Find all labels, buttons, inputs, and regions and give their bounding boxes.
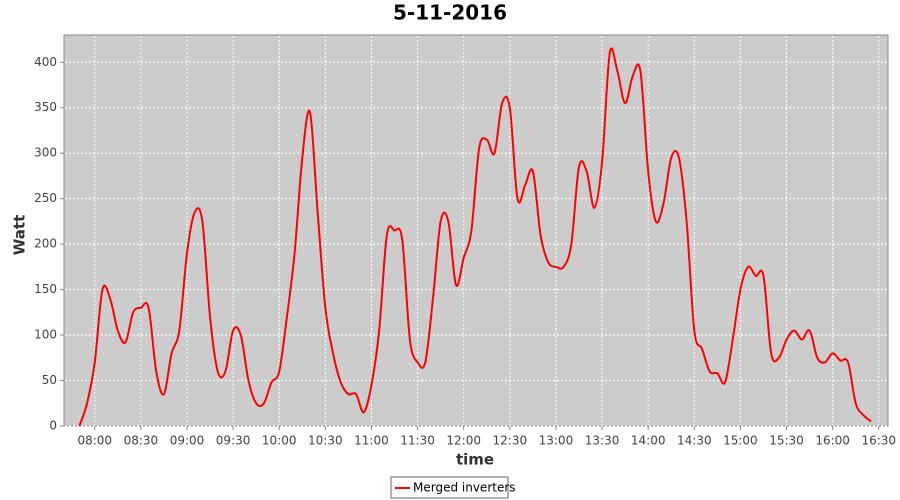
y-tick-label: 250 <box>34 191 57 205</box>
y-tick-label: 50 <box>42 373 57 387</box>
y-tick-label: 200 <box>34 237 57 251</box>
plot-area <box>63 34 889 427</box>
x-tick-label: 13:00 <box>539 434 574 448</box>
x-tick-label: 11:00 <box>354 434 389 448</box>
x-tick-label: 09:00 <box>170 434 205 448</box>
x-tick-label: 08:30 <box>124 434 159 448</box>
y-tick-label: 300 <box>34 146 57 160</box>
x-tick-label: 08:00 <box>77 434 112 448</box>
x-tick-label: 11:30 <box>400 434 435 448</box>
x-tick-label: 14:30 <box>677 434 712 448</box>
y-tick-label: 0 <box>49 419 57 433</box>
legend-label: Merged inverters <box>413 481 516 495</box>
y-tick-label: 150 <box>34 282 57 296</box>
x-tick-label: 12:00 <box>446 434 481 448</box>
x-tick-label: 16:30 <box>861 434 896 448</box>
x-axis-label: time <box>456 451 494 469</box>
x-tick-label: 10:00 <box>262 434 297 448</box>
x-tick-label: 16:00 <box>815 434 850 448</box>
y-tick-label: 400 <box>34 55 57 69</box>
y-tick-label: 350 <box>34 100 57 114</box>
y-axis-label: Watt <box>11 215 29 255</box>
legend <box>390 476 509 499</box>
x-tick-label: 13:30 <box>585 434 620 448</box>
x-tick-label: 14:00 <box>631 434 666 448</box>
x-tick-label: 09:30 <box>216 434 251 448</box>
x-tick-label: 12:30 <box>493 434 528 448</box>
chart-title: 5-11-2016 <box>393 1 507 25</box>
x-tick-label: 15:00 <box>723 434 758 448</box>
x-tick-label: 15:30 <box>769 434 804 448</box>
x-tick-label: 10:30 <box>308 434 343 448</box>
y-tick-label: 100 <box>34 328 57 342</box>
series-line <box>78 47 872 427</box>
